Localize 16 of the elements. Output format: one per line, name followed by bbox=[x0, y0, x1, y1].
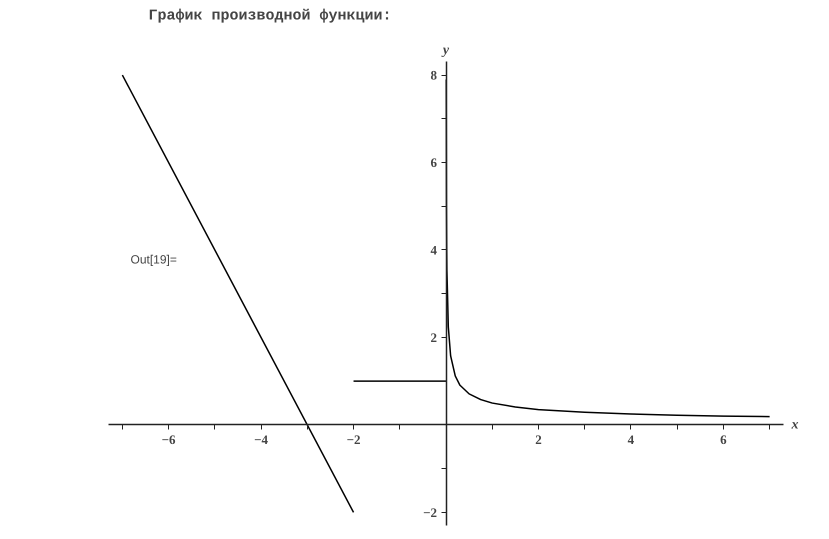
x-tick-label: −2 bbox=[346, 432, 360, 447]
x-tick-label: −6 bbox=[162, 432, 176, 447]
y-tick-label: 2 bbox=[430, 330, 437, 345]
x-tick-label: 6 bbox=[720, 432, 728, 447]
y-tick-label: −2 bbox=[423, 504, 438, 520]
y-tick-label: 4 bbox=[430, 242, 438, 258]
x-tick-label: −4 bbox=[254, 432, 269, 447]
x-axis-title: x bbox=[790, 417, 798, 432]
annotation: Out[19]= bbox=[130, 252, 177, 266]
y-tick-label: 8 bbox=[430, 68, 438, 83]
y-tick-label: 6 bbox=[430, 155, 438, 170]
y-axis-title: y bbox=[440, 42, 450, 58]
x-tick-label: 2 bbox=[535, 432, 542, 447]
x-tick-label: 4 bbox=[628, 432, 635, 447]
line-series bbox=[445, 78, 770, 418]
chart-title: График производной функции: bbox=[148, 8, 392, 24]
